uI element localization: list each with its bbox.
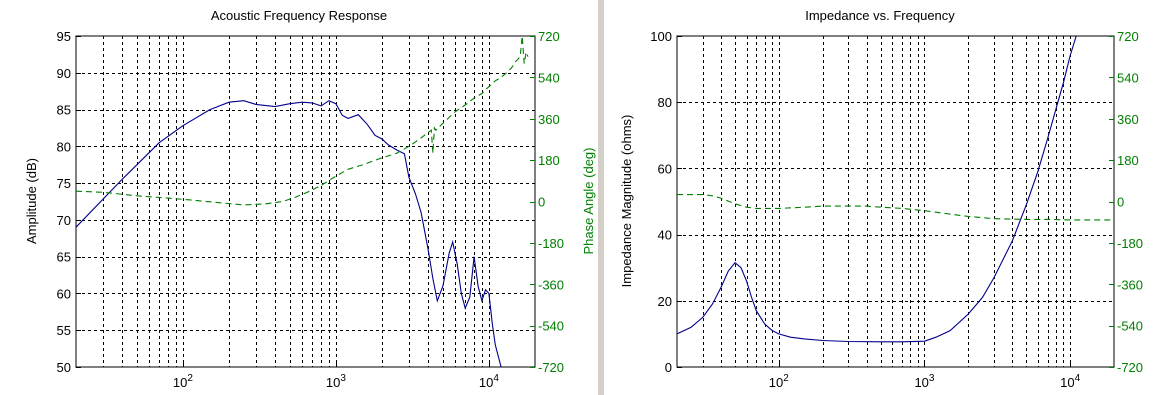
y2-tick-label: -180 (1117, 236, 1143, 251)
y-tick-label: 80 (658, 95, 672, 110)
impedance-vs-frequency-chart: Impedance vs. Frequency Impedance Magnit… (619, 8, 1143, 390)
x-tick-label: 104 (1060, 373, 1080, 390)
x-tick-label: 103 (914, 373, 934, 390)
panel-divider (598, 0, 604, 395)
y-axis-title: Amplitude (dB) (24, 158, 39, 244)
x-tick-label: 102 (173, 373, 193, 390)
plot-area (676, 35, 1115, 368)
y-tick-label: 65 (57, 250, 71, 265)
y-tick-label: 40 (658, 228, 672, 243)
chart-title: Acoustic Frequency Response (211, 8, 387, 23)
magnitude-series-line (677, 36, 1077, 343)
y2-tick-label: -180 (538, 236, 564, 251)
y-axis-title: Impedance Magnitude (ohms) (619, 115, 634, 288)
y-tick-label: 90 (57, 66, 71, 81)
y2-tick-label: -540 (1117, 319, 1143, 334)
y2-tick-label: -720 (538, 360, 564, 375)
y2-tick-label: -540 (538, 319, 564, 334)
y2-tick-label: -720 (1117, 360, 1143, 375)
y-tick-label: 70 (57, 213, 71, 228)
y2-tick-label: 180 (1117, 153, 1139, 168)
y2-tick-label: -360 (1117, 277, 1143, 292)
y-tick-label: 20 (658, 294, 672, 309)
y2-tick-label: 0 (538, 195, 545, 210)
phase-series-line (76, 36, 529, 206)
y2-tick-label: 720 (538, 29, 560, 44)
x-tick-label: 102 (769, 373, 789, 390)
y2-axis-title: Phase Angle (deg) (581, 148, 596, 255)
y-tick-label: 80 (57, 139, 71, 154)
y-tick-label: 75 (57, 176, 71, 191)
y-tick-label: 50 (57, 360, 71, 375)
y-tick-label: 60 (57, 286, 71, 301)
y-tick-label: 100 (650, 29, 672, 44)
y2-tick-label: 720 (1117, 29, 1139, 44)
x-tick-label: 104 (479, 373, 499, 390)
y2-tick-label: 540 (538, 70, 560, 85)
x-tick-label: 103 (326, 373, 346, 390)
y-tick-label: 95 (57, 29, 71, 44)
y2-tick-label: 360 (538, 112, 560, 127)
plot-area (75, 35, 536, 368)
y-tick-label: 85 (57, 103, 71, 118)
phase-series-line (677, 194, 1114, 221)
chart-title: Impedance vs. Frequency (805, 8, 955, 23)
y2-tick-label: -360 (538, 277, 564, 292)
acoustic-frequency-response-chart: Acoustic Frequency Response Amplitude (d… (24, 8, 596, 390)
y2-tick-label: 540 (1117, 70, 1139, 85)
y-tick-label: 55 (57, 323, 71, 338)
y2-tick-label: 180 (538, 153, 560, 168)
y2-tick-label: 0 (1117, 195, 1124, 210)
magnitude-series-line (76, 100, 502, 367)
y2-tick-label: 360 (1117, 112, 1139, 127)
y-tick-label: 60 (658, 161, 672, 176)
y-tick-label: 0 (665, 360, 672, 375)
